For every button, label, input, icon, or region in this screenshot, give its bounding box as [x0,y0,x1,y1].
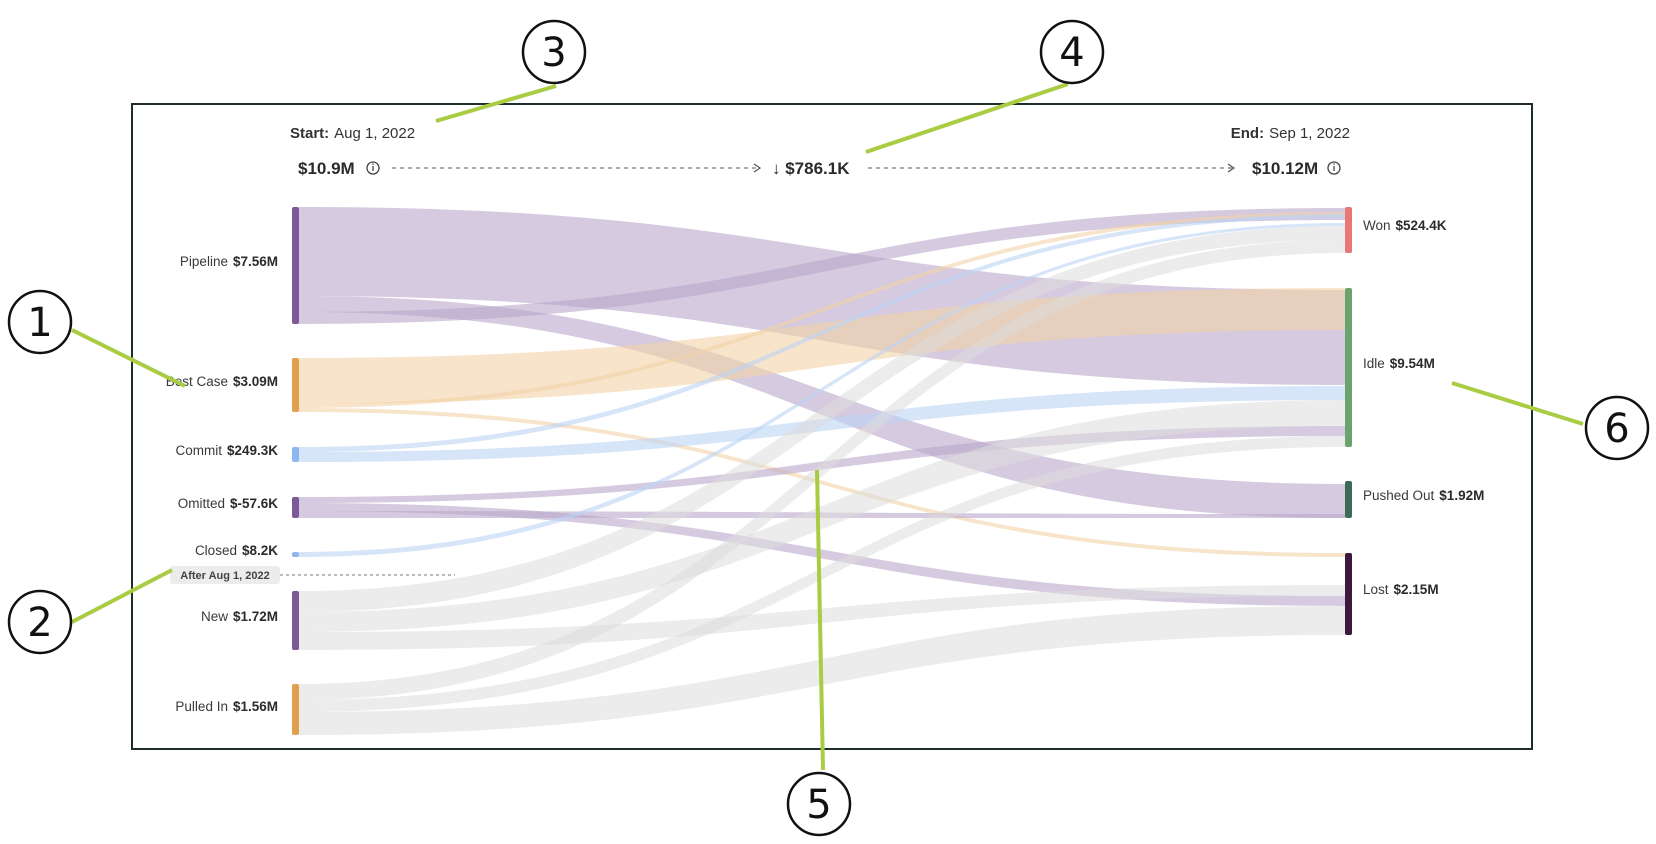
target-node-lost[interactable] [1345,553,1352,635]
target-label-won: Won $524.4K [1363,218,1447,233]
source-node-commit[interactable] [292,447,299,462]
flow-band[interactable] [299,400,1345,632]
callout-line-4 [865,82,1069,154]
target-node-idle[interactable] [1345,288,1352,447]
flow-band[interactable] [299,223,1345,557]
source-node-pulledin[interactable] [292,684,299,735]
arrow-right-icon [1227,163,1236,173]
flow-band[interactable] [299,436,1345,712]
target-label-lost: Lost $2.15M [1363,582,1439,597]
source-label-pulledin: Pulled In $1.56M [175,699,278,714]
callout-line-2 [71,568,173,624]
callout-line-6 [1451,381,1584,426]
source-label-new: New $1.72M [201,609,278,624]
target-label-pushed: Pushed Out $1.92M [1363,488,1484,503]
change-total: ↓ $786.1K [772,159,850,178]
source-node-omitted[interactable] [292,497,299,518]
callout-line-3 [435,84,557,123]
source-label-commit: Commit $249.3K [175,443,278,458]
flow-band[interactable] [299,288,1345,404]
info-circle-icon[interactable] [366,161,380,175]
source-label-closed: Closed $8.2K [195,543,278,558]
source-node-pipeline[interactable] [292,207,299,324]
callout-circle-5 [786,771,852,837]
callout-circle-1 [7,289,73,355]
source-node-new[interactable] [292,591,299,650]
start-header: Start: Aug 1, 2022 [290,125,415,142]
callout-circle-2 [7,589,73,655]
target-label-idle: Idle $9.54M [1363,356,1435,371]
source-label-omitted: Omitted $-57.6K [178,496,279,511]
target-node-pushed[interactable] [1345,481,1352,518]
callout-circle-3 [521,19,587,85]
flow-band[interactable] [299,226,1345,612]
callout-number-5: 5 [806,782,831,828]
source-node-bestcase[interactable] [292,358,299,412]
flow-band[interactable] [299,503,1345,606]
after-divider-label: After Aug 1, 2022 [180,570,269,582]
flow-band[interactable] [299,408,1345,557]
callouts: 1 2 3 4 5 6 [7,19,1650,837]
flow-band[interactable] [299,214,1345,452]
callout-line-5 [815,469,825,771]
callout-number-3: 3 [541,30,566,76]
flow-band[interactable] [299,208,1345,324]
flow-band[interactable] [299,240,1345,700]
flow-band[interactable] [299,585,1345,650]
info-circle-icon[interactable] [1327,161,1341,175]
callout-number-4: 4 [1059,30,1084,76]
source-label-pipeline: Pipeline $7.56M [180,254,278,269]
end-header: End: Sep 1, 2022 [1231,125,1350,142]
end-total: $10.12M [1252,159,1318,178]
start-total: $10.9M [298,159,355,178]
flow-band[interactable] [299,296,1345,518]
callout-line-1 [71,328,186,388]
callout-circle-4 [1039,19,1105,85]
after-divider-badge [170,566,280,584]
flow-band[interactable] [299,212,1345,408]
arrow-right-icon [753,163,762,173]
callout-number-1: 1 [27,300,52,346]
callout-number-6: 6 [1604,406,1629,452]
callout-number-2: 2 [27,600,52,646]
target-node-won[interactable] [1345,207,1352,253]
callout-circle-6 [1584,395,1650,461]
flow-band[interactable] [299,241,1345,385]
source-node-closed[interactable] [292,552,299,557]
